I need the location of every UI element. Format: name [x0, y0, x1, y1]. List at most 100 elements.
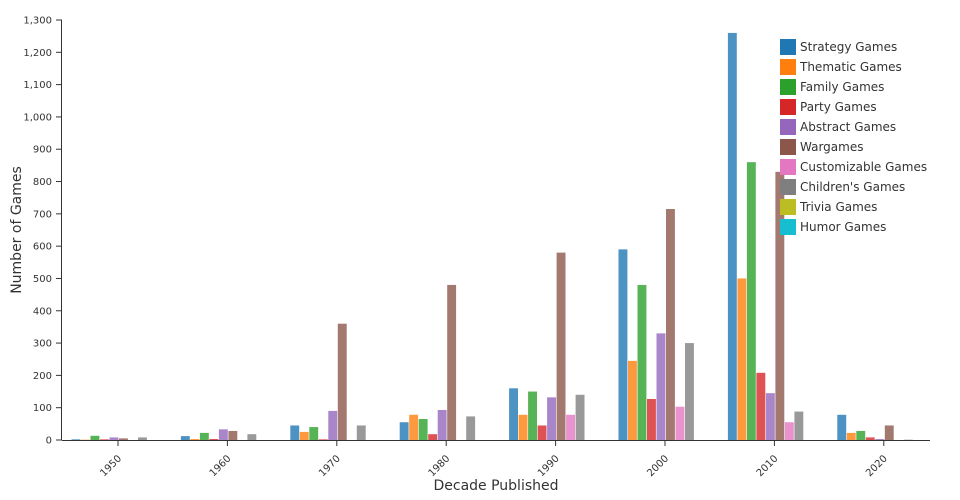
bar-family-games-1990[interactable]: [528, 391, 537, 440]
bar-party-games-1960[interactable]: [209, 439, 219, 440]
bar-customizable-games-2010[interactable]: [784, 422, 794, 440]
bar-strategy-games-2010[interactable]: [727, 32, 737, 441]
bar-family-games-1980[interactable]: [418, 419, 428, 440]
bar-children-s-games-1960[interactable]: [247, 434, 257, 440]
bar-children-s-games-1980[interactable]: [466, 416, 476, 440]
legend-swatch: [780, 39, 796, 55]
bar-wargames-2000[interactable]: [666, 209, 675, 440]
y-tick-label: 900: [33, 145, 52, 156]
y-tick-label: 1,000: [23, 112, 52, 123]
bar-children-s-games-1990[interactable]: [575, 394, 585, 440]
legend-label: Party Games: [800, 100, 877, 114]
bar-wargames-1950[interactable]: [119, 438, 128, 440]
bar-party-games-2010[interactable]: [756, 372, 766, 440]
y-tick-label: 300: [33, 339, 52, 350]
bar-children-s-games-2010[interactable]: [794, 411, 804, 440]
bar-strategy-games-1960[interactable]: [180, 436, 190, 440]
bar-children-s-games-2000[interactable]: [685, 343, 694, 440]
bar-thematic-games-1970[interactable]: [299, 431, 309, 440]
bar-abstract-games-2010[interactable]: [765, 393, 775, 440]
bar-thematic-games-2000[interactable]: [628, 360, 637, 440]
legend-item[interactable]: Children's Games: [780, 179, 905, 195]
legend-item[interactable]: Customizable Games: [780, 159, 927, 175]
bar-wargames-1960[interactable]: [228, 430, 238, 440]
bar-party-games-2000[interactable]: [647, 398, 656, 440]
bar-strategy-games-1970[interactable]: [290, 425, 300, 440]
bar-wargames-1990[interactable]: [556, 252, 566, 440]
bar-family-games-1960[interactable]: [199, 432, 209, 440]
bar-abstract-games-1990[interactable]: [547, 397, 556, 440]
x-tick-label: 1960: [208, 453, 234, 479]
bar-customizable-games-1990[interactable]: [566, 414, 575, 440]
x-tick-label: 2010: [755, 453, 781, 479]
bar-party-games-1980[interactable]: [428, 434, 438, 440]
legend-label: Children's Games: [800, 180, 905, 194]
bar-strategy-games-1980[interactable]: [399, 422, 409, 440]
legend-label: Thematic Games: [799, 60, 902, 74]
legend-item[interactable]: Humor Games: [780, 219, 886, 235]
x-tick-label: 2000: [645, 453, 671, 479]
bar-abstract-games-1950[interactable]: [109, 437, 119, 440]
bar-party-games-2020[interactable]: [865, 437, 875, 440]
legend-label: Family Games: [800, 80, 884, 94]
bar-wargames-2020[interactable]: [884, 425, 894, 440]
bar-abstract-games-1970[interactable]: [328, 410, 338, 440]
legend-label: Humor Games: [800, 220, 886, 234]
legend-swatch: [780, 199, 796, 215]
bar-party-games-1950[interactable]: [100, 439, 109, 440]
legend-swatch: [780, 219, 796, 235]
legend-item[interactable]: Party Games: [780, 99, 877, 115]
bar-thematic-games-2020[interactable]: [846, 432, 856, 440]
bar-family-games-1970[interactable]: [309, 427, 319, 440]
x-tick-label: 1950: [98, 453, 124, 479]
bar-family-games-2000[interactable]: [637, 284, 647, 440]
legend-swatch: [780, 179, 796, 195]
bar-children-s-games-1970[interactable]: [356, 425, 366, 440]
y-axis-title: Number of Games: [9, 166, 25, 294]
bar-wargames-2010[interactable]: [775, 171, 785, 440]
x-tick-label: 2020: [864, 453, 890, 479]
bar-party-games-1970[interactable]: [318, 439, 328, 440]
legend-item[interactable]: Abstract Games: [780, 119, 896, 135]
bar-wargames-1980[interactable]: [447, 284, 457, 440]
x-axis-title: Decade Published: [433, 478, 558, 494]
bar-wargames-1970[interactable]: [337, 323, 347, 440]
bar-abstract-games-2000[interactable]: [656, 333, 666, 440]
y-tick-label: 400: [33, 306, 52, 317]
legend-item[interactable]: Strategy Games: [780, 39, 897, 55]
y-tick-label: 1,300: [23, 16, 52, 27]
bar-children-s-games-1950[interactable]: [138, 437, 147, 440]
y-tick-label: 800: [33, 177, 52, 188]
bar-abstract-games-1980[interactable]: [437, 409, 447, 440]
bar-abstract-games-1960[interactable]: [218, 429, 228, 440]
bar-family-games-2020[interactable]: [856, 430, 866, 440]
y-tick-label: 700: [33, 209, 52, 220]
bar-thematic-games-2010[interactable]: [737, 278, 747, 440]
bar-family-games-2010[interactable]: [746, 162, 756, 440]
bar-thematic-games-1960[interactable]: [190, 439, 200, 440]
x-axis-ticks: 1950 1960 1970 1980 1990 2000 2010 2020: [98, 440, 890, 479]
legend-swatch: [780, 99, 796, 115]
bar-party-games-1990[interactable]: [537, 425, 547, 440]
bar-family-games-1950[interactable]: [90, 435, 100, 440]
bar-strategy-games-1950[interactable]: [71, 439, 81, 440]
bar-strategy-games-2020[interactable]: [837, 414, 847, 440]
legend-item[interactable]: Trivia Games: [780, 199, 877, 215]
legend-swatch: [780, 139, 796, 155]
legend-item[interactable]: Thematic Games: [780, 59, 902, 75]
bar-strategy-games-1990[interactable]: [509, 388, 518, 440]
bar-strategy-games-2000[interactable]: [618, 249, 628, 440]
legend-label: Wargames: [800, 140, 863, 154]
legend-item[interactable]: Family Games: [780, 79, 884, 95]
x-tick-label: 1980: [427, 453, 453, 479]
bar-abstract-games-2020[interactable]: [875, 439, 885, 440]
legend-item[interactable]: Wargames: [780, 139, 863, 155]
legend-swatch: [780, 119, 796, 135]
legend-label: Customizable Games: [800, 160, 927, 174]
y-tick-label: 200: [33, 371, 52, 382]
bar-thematic-games-1990[interactable]: [518, 414, 528, 440]
bar-thematic-games-1980[interactable]: [409, 414, 419, 440]
bar-customizable-games-2000[interactable]: [675, 406, 685, 440]
legend-swatch: [780, 159, 796, 175]
x-tick-label: 1970: [317, 453, 343, 479]
